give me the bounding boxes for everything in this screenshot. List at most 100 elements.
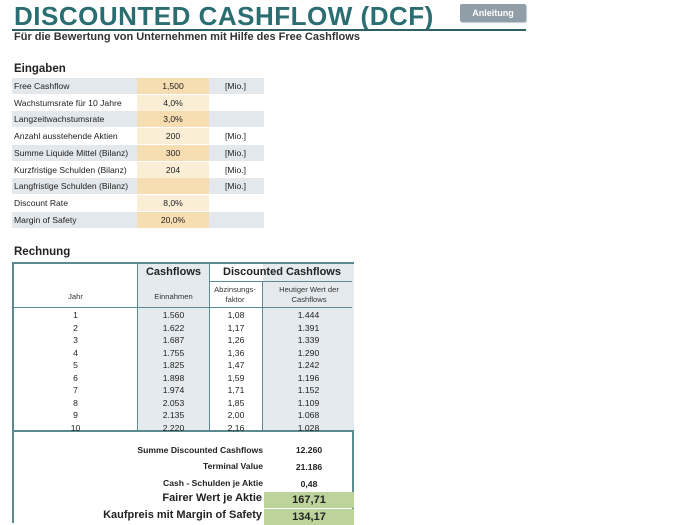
income-cell: 2.220 [162,422,185,433]
terminal-value-label: Terminal Value [202,461,263,471]
input-value-field[interactable]: 200 [137,128,209,145]
inputs-heading: Eingaben [14,63,66,75]
factor-cell: 2,00 [227,410,245,420]
input-value-field[interactable]: 8,0% [137,194,209,211]
income-cell: 1.825 [162,360,185,370]
input-row: Wachstumsrate für 10 Jahre 4,0% [12,94,264,111]
year-cell: 9 [73,410,78,420]
income-cell: 2.135 [162,410,185,420]
present-column-shade [263,264,354,430]
present-value-cell: 1.152 [297,385,320,395]
year-cell: 7 [73,385,78,395]
input-value-field[interactable]: 3,0% [137,111,209,128]
input-row: Anzahl ausstehende Aktien 200 [Mio.] [12,128,264,145]
input-row: Free Cashflow 1,500 [Mio.] [12,78,264,94]
year-cell: 3 [73,335,78,345]
present-value-cell: 1.109 [297,397,320,408]
factor-cell: 1,85 [227,397,245,408]
year-cell: 8 [73,397,78,408]
discounted-group-header: Discounted Cashflows [223,266,341,278]
factor-cell: 1,08 [227,310,245,320]
input-row: Langzeitwachstumsrate 3,0% [12,111,264,128]
input-unit [209,95,264,111]
factor-cell: 2,16 [227,422,245,433]
column-divider [262,281,263,430]
year-cell: 4 [73,347,78,358]
input-value-field[interactable]: 204 [137,161,209,178]
input-row: Margin of Safety 20,0% [12,211,264,228]
fair-value: 167,71 [264,492,354,508]
input-label: Langzeitwachstumsrate [12,111,139,128]
income-cell: 1.974 [162,385,185,395]
input-unit [209,211,264,228]
input-unit: [Mio.] [225,131,247,142]
buy-price-value: 134,17 [264,509,354,525]
income-cell: 1.560 [162,310,185,320]
calc-heading: Rechnung [14,246,71,258]
input-label: Margin of Safety [12,211,139,228]
income-cell: 1.755 [162,347,185,358]
factor-cell: 1,59 [227,372,245,383]
page-title: DISCOUNTED CASHFLOW (DCF) [14,1,434,31]
input-unit [209,111,264,128]
input-value-field[interactable]: 4,0% [137,94,209,111]
year-cell: 1 [73,310,78,320]
input-unit [209,195,264,211]
input-label: Summe Liquide Mittel (Bilanz) [12,144,139,161]
page-subtitle: Für die Bewertung von Unternehmen mit Hi… [14,31,360,43]
year-cell: 6 [73,372,78,383]
input-label: Free Cashflow [12,78,139,94]
input-row: Summe Liquide Mittel (Bilanz) 300 [Mio.] [12,144,264,161]
present-value-cell: 1.290 [297,347,320,358]
input-label: Langfristige Schulden (Bilanz) [12,178,139,195]
factor-cell: 1,47 [227,360,245,370]
input-label: Anzahl ausstehende Aktien [14,131,118,142]
present-value-cell: 1.242 [297,360,320,370]
input-unit: [Mio.] [209,78,264,94]
input-value-field[interactable]: 1,500 [137,78,209,94]
present-value-cell: 1.028 [297,422,320,433]
buy-price-label: Kaufpreis mit Margin of Safety [103,509,262,521]
title-divider [12,29,526,31]
column-divider [209,264,210,430]
factor-column-header: Abzinsungs-faktor [214,285,256,304]
cash-debt-value: 0,48 [300,479,318,489]
income-cell: 1.898 [162,372,185,383]
year-cell: 2 [73,322,78,333]
factor-cell: 1,26 [227,335,245,345]
factor-cell: 1,71 [227,385,245,395]
header-divider [14,307,352,308]
calc-table: Cashflows Discounted Cashflows Jahr Einn… [12,262,354,433]
income-cell: 1.687 [162,335,185,345]
input-row: Discount Rate 8,0% [12,194,264,211]
income-column-header: Einnahmen [154,292,193,301]
input-value-field[interactable] [137,178,209,195]
cash-debt-label: Cash - Schulden je Aktie [163,478,263,488]
present-column-header: Heutiger Wert der Cashflows [279,285,339,304]
present-value-cell: 1.339 [297,335,320,345]
input-unit: [Mio.] [209,178,264,195]
income-cell: 2.053 [162,397,185,408]
terminal-value: 21.186 [295,462,323,472]
input-value-field[interactable]: 20,0% [137,211,209,228]
fair-value-label: Fairer Wert je Aktie [162,492,262,504]
input-value-field[interactable]: 300 [137,144,209,161]
present-value-cell: 1.196 [297,372,320,383]
input-row: Langfristige Schulden (Bilanz) [Mio.] [12,178,264,195]
income-cell: 1.622 [162,322,185,333]
sum-dcf-label: Summe Discounted Cashflows [137,445,263,455]
year-cell: 5 [73,360,78,370]
input-label: Discount Rate [14,197,68,208]
anleitung-button[interactable]: Anleitung [460,4,526,22]
input-unit: [Mio.] [225,164,247,175]
factor-cell: 1,36 [227,347,245,358]
present-value-cell: 1.444 [297,310,320,320]
summary-panel: Summe Discounted Cashflows 12.260 Termin… [12,432,354,525]
column-divider [137,264,138,430]
input-row: Kurzfristige Schulden (Bilanz) 204 [Mio.] [12,161,264,178]
present-value-cell: 1.391 [297,322,320,333]
input-label: Wachstumsrate für 10 Jahre [14,97,122,108]
year-cell: 10 [70,422,81,433]
factor-cell: 1,17 [227,322,245,333]
input-unit: [Mio.] [209,144,264,161]
